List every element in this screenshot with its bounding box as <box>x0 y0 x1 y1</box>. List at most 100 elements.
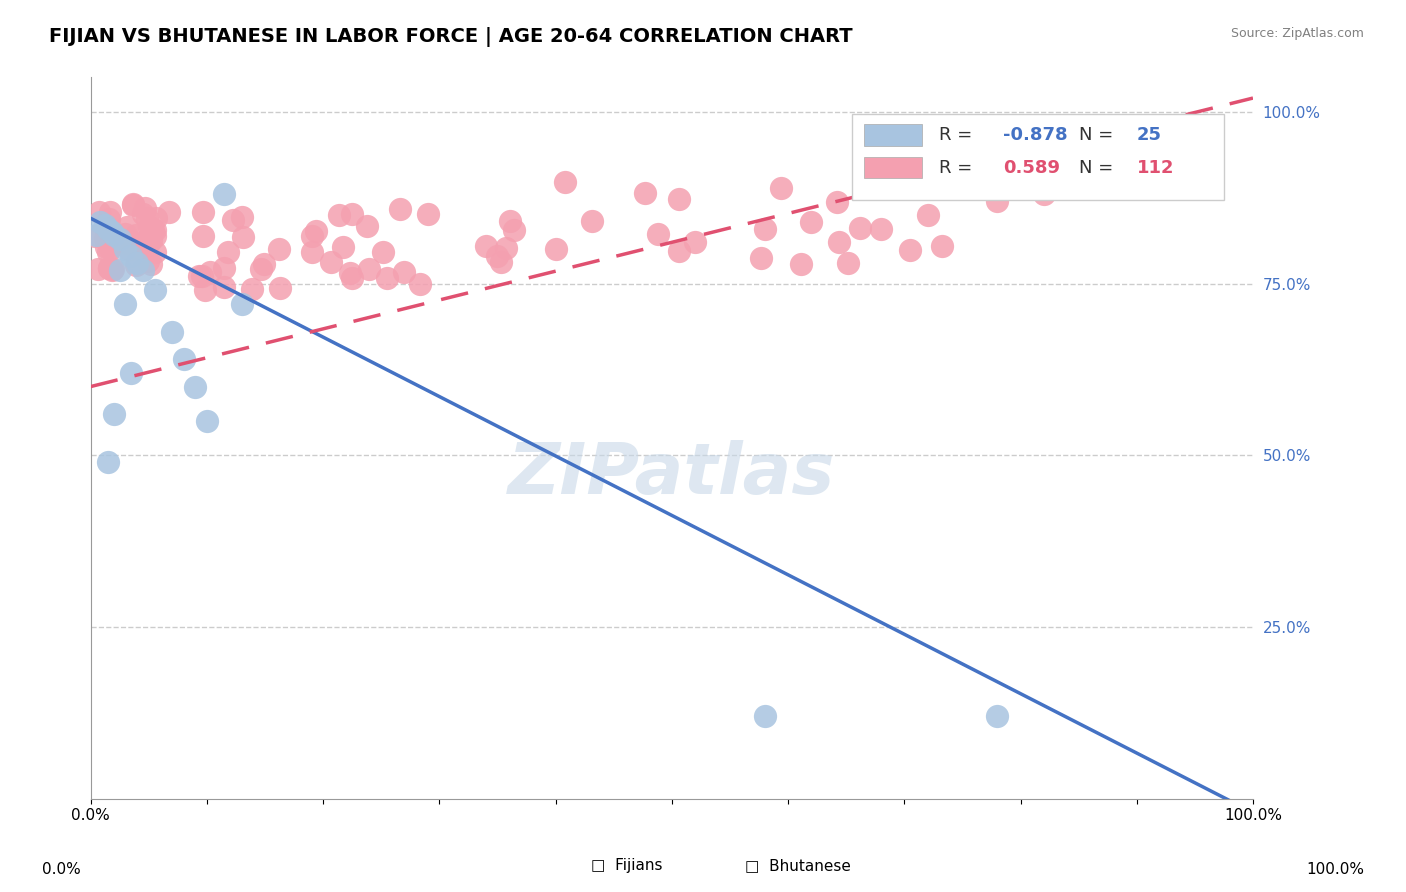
Point <box>754 709 776 723</box>
Text: 112: 112 <box>1136 159 1174 177</box>
Text: 0.589: 0.589 <box>1002 159 1060 177</box>
Point <box>121 197 143 211</box>
Point <box>837 255 859 269</box>
Point <box>503 223 526 237</box>
Point <box>769 180 792 194</box>
Point <box>253 257 276 271</box>
Point <box>125 228 148 243</box>
Point <box>321 254 343 268</box>
Point <box>489 255 512 269</box>
Point <box>160 325 183 339</box>
Point <box>683 235 706 250</box>
Text: N =: N = <box>1078 126 1119 145</box>
Point <box>332 240 354 254</box>
Point <box>232 229 254 244</box>
Point <box>581 214 603 228</box>
Point <box>825 195 848 210</box>
Point <box>97 244 120 259</box>
Point <box>544 242 567 256</box>
Point <box>554 175 576 189</box>
Point <box>301 244 323 259</box>
Point <box>754 221 776 235</box>
Point <box>474 239 496 253</box>
Point <box>214 280 236 294</box>
Point <box>97 455 120 469</box>
Point <box>214 187 236 202</box>
Point <box>108 232 131 246</box>
Point <box>97 260 120 275</box>
Point <box>143 284 166 298</box>
Point <box>388 202 411 217</box>
Point <box>94 230 117 244</box>
Point <box>138 236 160 251</box>
Point <box>100 225 122 239</box>
Point <box>1032 187 1054 202</box>
Point <box>142 223 165 237</box>
Point <box>103 228 125 243</box>
Point <box>94 230 117 244</box>
FancyBboxPatch shape <box>863 124 922 146</box>
Point <box>134 201 156 215</box>
Point <box>356 219 378 233</box>
Point <box>143 223 166 237</box>
Point <box>917 208 939 222</box>
Point <box>87 205 110 219</box>
Point <box>827 235 849 249</box>
Point <box>898 244 921 258</box>
Point <box>173 352 195 367</box>
Point <box>118 242 141 256</box>
Point <box>800 215 823 229</box>
Point <box>1102 167 1125 181</box>
Point <box>486 249 509 263</box>
Point <box>138 220 160 235</box>
Point <box>375 271 398 285</box>
Point <box>136 233 159 247</box>
Point <box>212 260 235 275</box>
Point <box>1184 132 1206 146</box>
Text: 25: 25 <box>1136 126 1161 145</box>
Point <box>114 297 136 311</box>
Point <box>328 208 350 222</box>
Point <box>373 245 395 260</box>
Text: FIJIAN VS BHUTANESE IN LABOR FORCE | AGE 20-64 CORRELATION CHART: FIJIAN VS BHUTANESE IN LABOR FORCE | AGE… <box>49 27 853 46</box>
Text: □  Bhutanese: □ Bhutanese <box>745 858 851 872</box>
Point <box>269 280 291 294</box>
Point <box>86 228 108 243</box>
Point <box>986 709 1008 723</box>
Point <box>132 262 155 277</box>
Point <box>84 229 107 244</box>
Point <box>128 241 150 255</box>
Point <box>131 242 153 256</box>
Point <box>135 211 157 225</box>
FancyBboxPatch shape <box>863 157 922 178</box>
Point <box>136 254 159 268</box>
Point <box>191 205 214 219</box>
Point <box>143 245 166 260</box>
Point <box>240 282 263 296</box>
Text: ZIPatlas: ZIPatlas <box>508 440 835 508</box>
Point <box>103 229 125 244</box>
Point <box>141 257 163 271</box>
Point <box>301 229 323 244</box>
Point <box>359 261 381 276</box>
Point <box>115 219 138 234</box>
Text: R =: R = <box>939 159 979 177</box>
Point <box>195 414 218 428</box>
Point <box>132 207 155 221</box>
Point <box>103 407 125 421</box>
Text: N =: N = <box>1078 159 1119 177</box>
Point <box>86 261 108 276</box>
Point <box>97 211 120 226</box>
Point <box>98 261 121 276</box>
Point <box>98 224 121 238</box>
Point <box>124 258 146 272</box>
Point <box>231 210 253 224</box>
Point <box>157 204 180 219</box>
Point <box>187 268 209 283</box>
Point <box>409 277 432 291</box>
Text: Source: ZipAtlas.com: Source: ZipAtlas.com <box>1230 27 1364 40</box>
Point <box>101 262 124 277</box>
Point <box>121 198 143 212</box>
Point <box>200 265 222 279</box>
Point <box>668 244 690 258</box>
